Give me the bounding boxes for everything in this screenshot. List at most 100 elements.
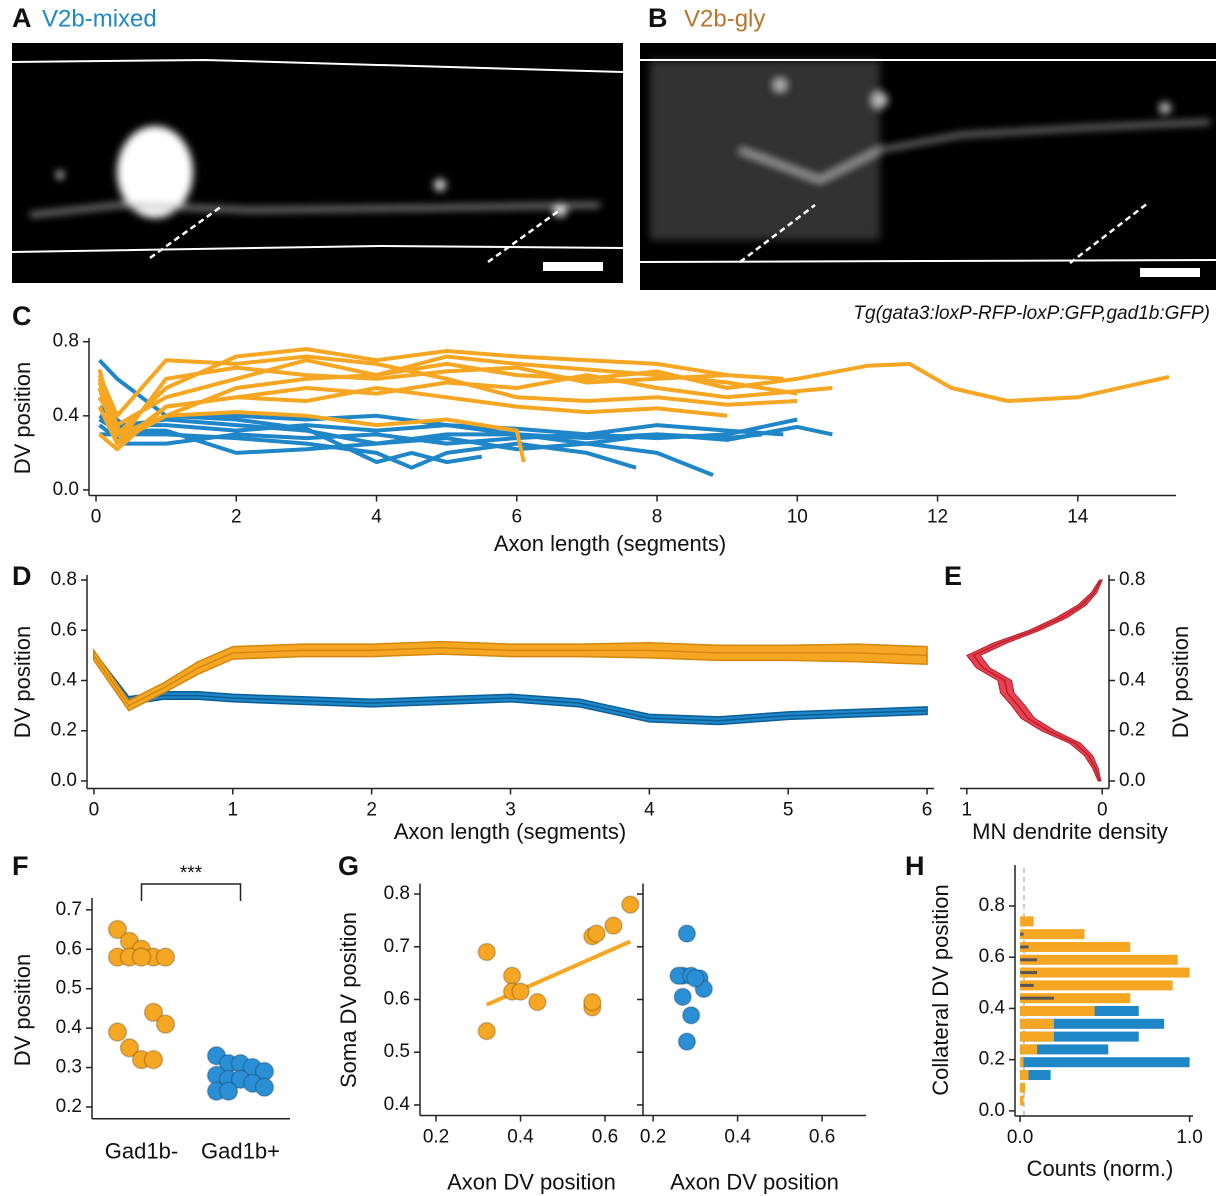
y-tick-label: 0.6 bbox=[384, 989, 410, 1010]
error-band bbox=[93, 640, 928, 712]
x-axis-label: Axon length (segments) bbox=[394, 819, 626, 844]
bar bbox=[1020, 1070, 1029, 1081]
y-tick-label: 0.6 bbox=[51, 619, 77, 640]
data-point bbox=[218, 1081, 239, 1101]
x-tick-label: 0.4 bbox=[724, 1127, 751, 1148]
data-point bbox=[673, 987, 692, 1007]
y-tick-label: 0.4 bbox=[979, 997, 1006, 1018]
data-point bbox=[502, 966, 522, 986]
y-axis-label: DV position bbox=[10, 362, 35, 475]
bar bbox=[1020, 980, 1173, 991]
data-point bbox=[107, 1022, 128, 1042]
y-tick-label: 0.8 bbox=[1119, 569, 1145, 590]
trace bbox=[97, 354, 798, 437]
x-tick-label: 4 bbox=[371, 507, 382, 528]
micrograph-a bbox=[11, 43, 624, 283]
x-tick-label: 0 bbox=[1097, 800, 1108, 821]
bar bbox=[1020, 954, 1178, 965]
x-tick-label: 0.0 bbox=[1007, 1127, 1033, 1148]
trace bbox=[98, 414, 763, 455]
x-tick-label: 0.4 bbox=[507, 1127, 534, 1148]
y-tick-label: 0.4 bbox=[51, 670, 78, 691]
trace bbox=[97, 347, 784, 437]
bar bbox=[1020, 1057, 1190, 1068]
y-tick-label: 0.2 bbox=[1119, 720, 1145, 741]
bar bbox=[1020, 1031, 1054, 1042]
bar bbox=[1020, 929, 1085, 940]
y-axis-label: Collateral DV position bbox=[928, 884, 953, 1096]
panel-letter: F bbox=[12, 851, 29, 881]
bar bbox=[1020, 1057, 1024, 1068]
y-axis-label: DV position bbox=[10, 954, 35, 1067]
y-tick-label: 0.2 bbox=[979, 1049, 1005, 1070]
y-tick-label: 0.6 bbox=[56, 938, 82, 959]
y-tick-label: 0.4 bbox=[384, 1094, 411, 1115]
x-tick-label: 12 bbox=[927, 507, 948, 528]
x-tick-label: 6 bbox=[511, 507, 522, 528]
x-tick-label: Gad1b- bbox=[105, 1139, 178, 1164]
data-point bbox=[477, 1021, 496, 1041]
bar bbox=[1020, 1044, 1109, 1055]
x-tick-label: 2 bbox=[231, 507, 242, 528]
y-tick-label: 0.7 bbox=[384, 936, 410, 957]
micrograph-b bbox=[639, 43, 1217, 290]
bar bbox=[1020, 996, 1054, 1000]
y-tick-label: 0.2 bbox=[51, 720, 77, 741]
data-point bbox=[143, 1049, 164, 1070]
y-axis-label: Soma DV position bbox=[336, 912, 361, 1088]
x-tick-label: 10 bbox=[787, 507, 808, 528]
bar bbox=[1020, 1082, 1026, 1093]
y-tick-label: 0.0 bbox=[51, 770, 77, 791]
panel-title: V2b-mixed bbox=[42, 5, 157, 32]
panel-letter: C bbox=[12, 301, 32, 331]
y-axis-label: DV position bbox=[1168, 626, 1193, 739]
bar bbox=[1020, 967, 1190, 978]
panel-letter: E bbox=[944, 561, 962, 591]
x-tick-label: 0.2 bbox=[423, 1127, 449, 1148]
data-point bbox=[587, 924, 606, 943]
data-point bbox=[677, 924, 697, 943]
y-tick-label: 0.8 bbox=[53, 331, 79, 352]
bar bbox=[1020, 1044, 1038, 1055]
panel-letter: G bbox=[338, 851, 359, 881]
panel-letter: H bbox=[905, 851, 925, 881]
x-axis-label: Counts (norm.) bbox=[1027, 1156, 1174, 1181]
x-tick-label: 5 bbox=[783, 800, 794, 821]
data-point bbox=[107, 919, 128, 940]
data-point bbox=[621, 895, 640, 914]
bar bbox=[1020, 1005, 1095, 1016]
x-tick-label: 0 bbox=[91, 507, 102, 528]
x-tick-label: 1 bbox=[961, 800, 972, 821]
bar bbox=[1020, 1031, 1139, 1042]
data-point bbox=[155, 1014, 176, 1034]
data-point bbox=[583, 992, 602, 1012]
data-point bbox=[681, 1006, 701, 1025]
data-point bbox=[686, 969, 705, 988]
y-tick-label: 0.6 bbox=[1119, 619, 1145, 640]
mean-line bbox=[93, 647, 928, 707]
y-tick-label: 0.8 bbox=[979, 895, 1005, 916]
x-tick-label: 14 bbox=[1067, 507, 1089, 528]
x-tick-label: 1.0 bbox=[1176, 1127, 1202, 1148]
y-tick-label: 0.5 bbox=[384, 1041, 410, 1062]
bar bbox=[1020, 958, 1038, 962]
data-point bbox=[143, 1002, 164, 1023]
x-tick-label: 0.2 bbox=[640, 1127, 666, 1148]
x-tick-label: 2 bbox=[366, 800, 377, 821]
significance-bracket bbox=[140, 883, 242, 901]
bar bbox=[1020, 1070, 1051, 1081]
panel-title: V2b-gly bbox=[684, 5, 765, 32]
x-axis-label: MN dendrite density bbox=[972, 819, 1168, 844]
bar bbox=[1020, 993, 1131, 1004]
bar bbox=[1020, 945, 1029, 949]
x-tick-label: 0.6 bbox=[592, 1127, 618, 1148]
trace bbox=[97, 358, 1170, 428]
y-tick-label: 0.6 bbox=[979, 946, 1005, 967]
x-tick-label: 8 bbox=[652, 507, 663, 528]
error-band bbox=[966, 579, 1103, 782]
density-line bbox=[972, 579, 1102, 782]
y-tick-label: 0.8 bbox=[384, 883, 410, 904]
x-tick-label: 4 bbox=[644, 800, 655, 821]
y-tick-label: 0.4 bbox=[1119, 670, 1146, 691]
y-tick-label: 0.5 bbox=[56, 978, 82, 999]
